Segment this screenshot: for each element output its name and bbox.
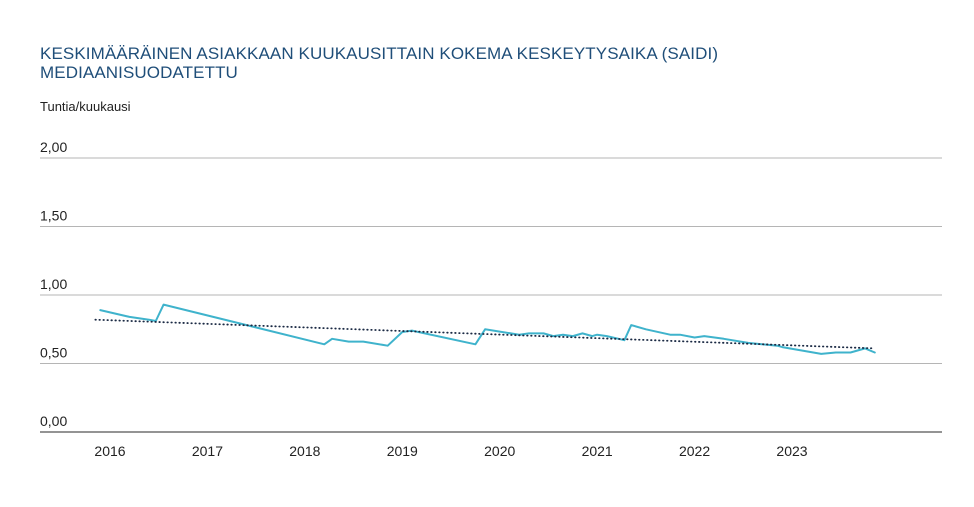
y-tick-label: 2,00 xyxy=(40,139,67,155)
y-tick-label: 1,00 xyxy=(40,276,67,292)
x-tick-label: 2021 xyxy=(582,443,613,459)
x-tick-label: 2020 xyxy=(484,443,515,459)
chart-title-line-1: KESKIMÄÄRÄINEN ASIAKKAAN KUUKAUSITTAIN K… xyxy=(40,44,719,63)
saidi-series-line xyxy=(99,303,876,355)
x-tick-label: 2023 xyxy=(776,443,807,459)
y-axis-label: Tuntia/kuukausi xyxy=(40,99,131,114)
y-tick-label: 1,50 xyxy=(40,208,67,224)
x-tick-label: 2019 xyxy=(387,443,418,459)
chart-title: KESKIMÄÄRÄINEN ASIAKKAAN KUUKAUSITTAIN K… xyxy=(40,44,940,82)
x-tick-label: 2016 xyxy=(94,443,125,459)
chart-title-line-2: MEDIAANISUODATETTU xyxy=(40,63,238,82)
x-tick-label: 2018 xyxy=(289,443,320,459)
y-tick-labels: 2,00 1,50 1,00 0,50 0,00 xyxy=(40,139,67,429)
y-tick-label: 0,00 xyxy=(40,413,67,429)
series-lines xyxy=(94,303,876,355)
x-tick-labels: 2016 2017 2018 2019 2020 2021 2022 2023 xyxy=(94,443,807,459)
x-tick-label: 2017 xyxy=(192,443,223,459)
gridlines xyxy=(40,157,942,433)
x-tick-label: 2022 xyxy=(679,443,710,459)
y-tick-label: 0,50 xyxy=(40,345,67,361)
